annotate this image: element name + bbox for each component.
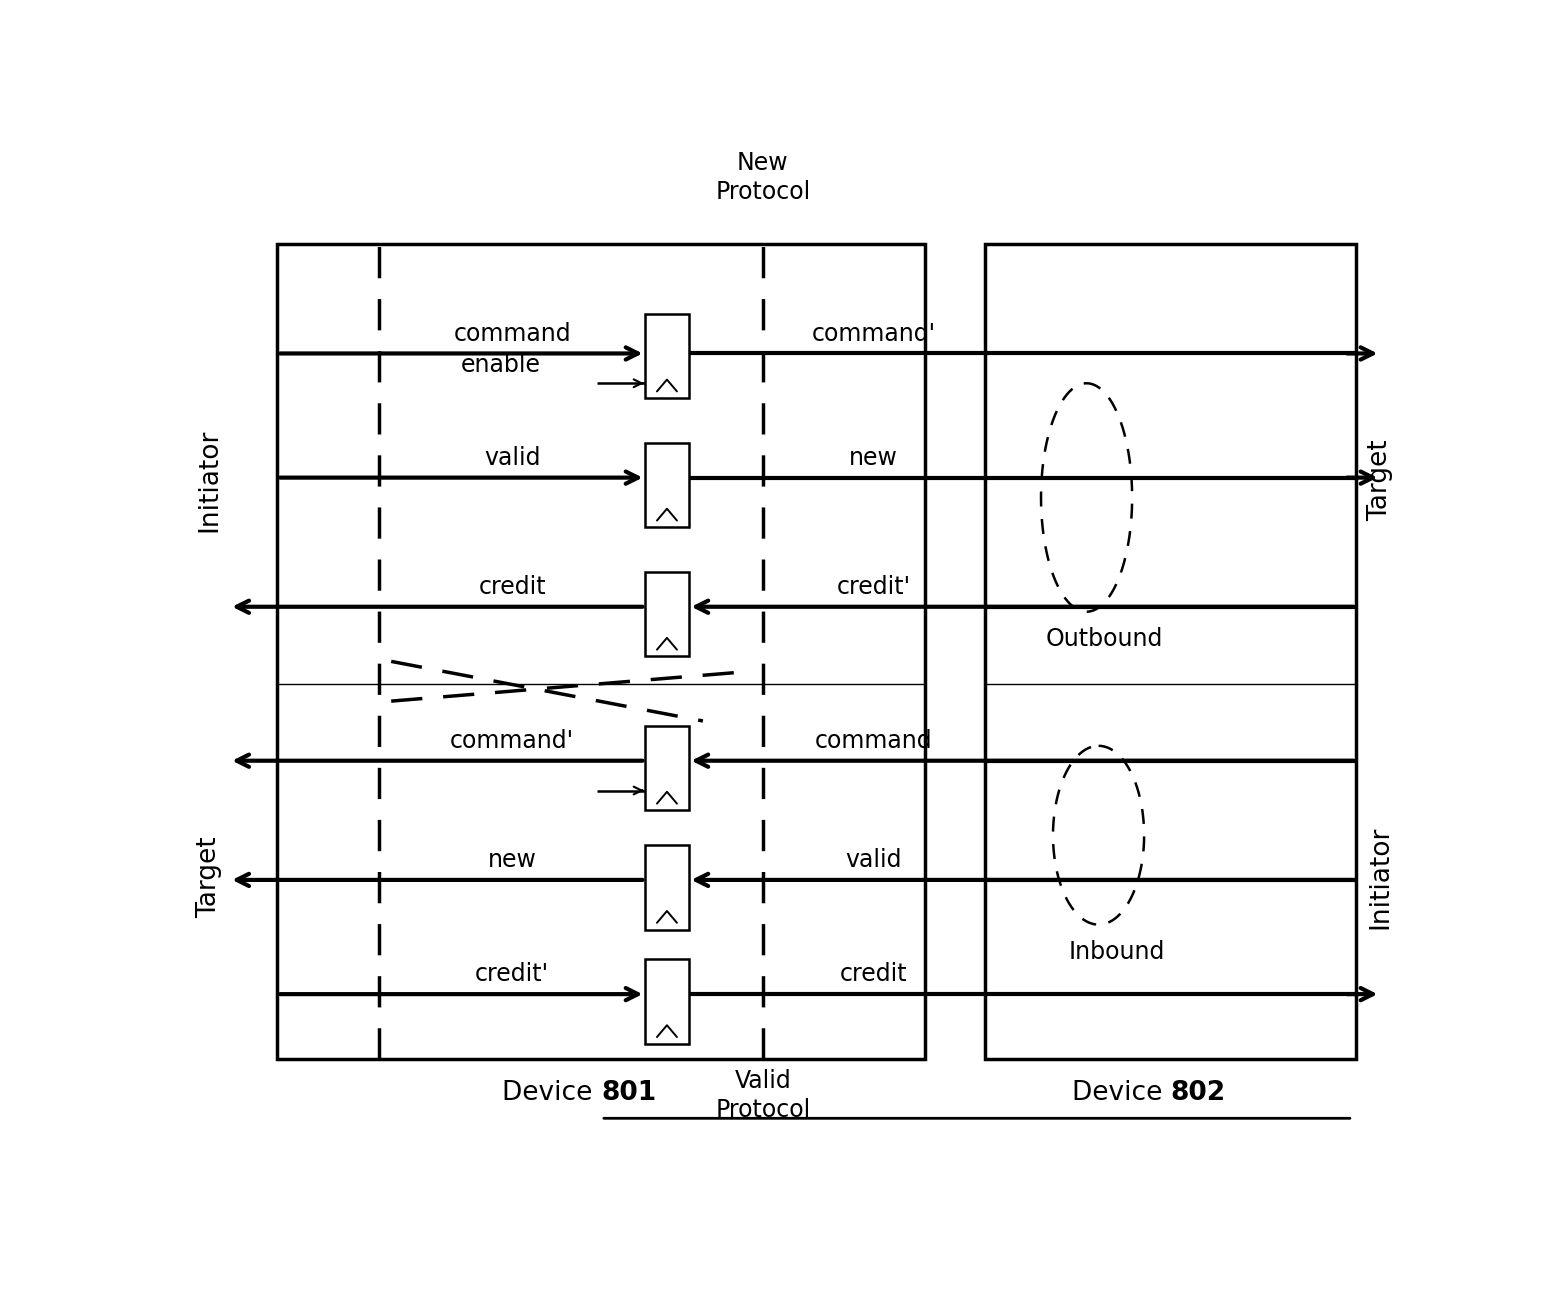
Text: Outbound: Outbound: [1046, 627, 1163, 650]
Text: command: command: [815, 729, 933, 753]
Bar: [645, 960, 688, 1044]
Text: new: new: [849, 445, 899, 470]
Text: credit': credit': [475, 962, 549, 986]
Text: valid: valid: [846, 848, 902, 872]
Text: command': command': [450, 729, 574, 753]
Text: Target: Target: [1368, 440, 1394, 521]
Text: credit': credit': [837, 575, 911, 599]
Bar: [645, 726, 688, 810]
Bar: [277, 244, 925, 1059]
Bar: [645, 571, 688, 657]
Text: Initiator: Initiator: [1368, 826, 1394, 929]
Text: Initiator: Initiator: [196, 428, 221, 531]
Text: New
Protocol: New Protocol: [715, 151, 811, 204]
Text: Device: Device: [1072, 1081, 1171, 1107]
Text: 802: 802: [1171, 1081, 1225, 1107]
Text: credit: credit: [478, 575, 546, 599]
Text: credit: credit: [840, 962, 908, 986]
Bar: [645, 845, 688, 930]
Text: enable: enable: [461, 353, 540, 377]
Text: Device: Device: [503, 1081, 600, 1107]
Bar: [984, 244, 1357, 1059]
Text: Target: Target: [196, 837, 221, 918]
Bar: [645, 442, 688, 528]
Text: command': command': [812, 321, 936, 346]
Text: Inbound: Inbound: [1069, 939, 1165, 964]
Text: 801: 801: [600, 1081, 656, 1107]
Text: Valid
Protocol: Valid Protocol: [715, 1068, 811, 1122]
Text: valid: valid: [484, 445, 540, 470]
Text: new: new: [487, 848, 537, 872]
Text: command: command: [453, 321, 571, 346]
Bar: [645, 313, 688, 399]
